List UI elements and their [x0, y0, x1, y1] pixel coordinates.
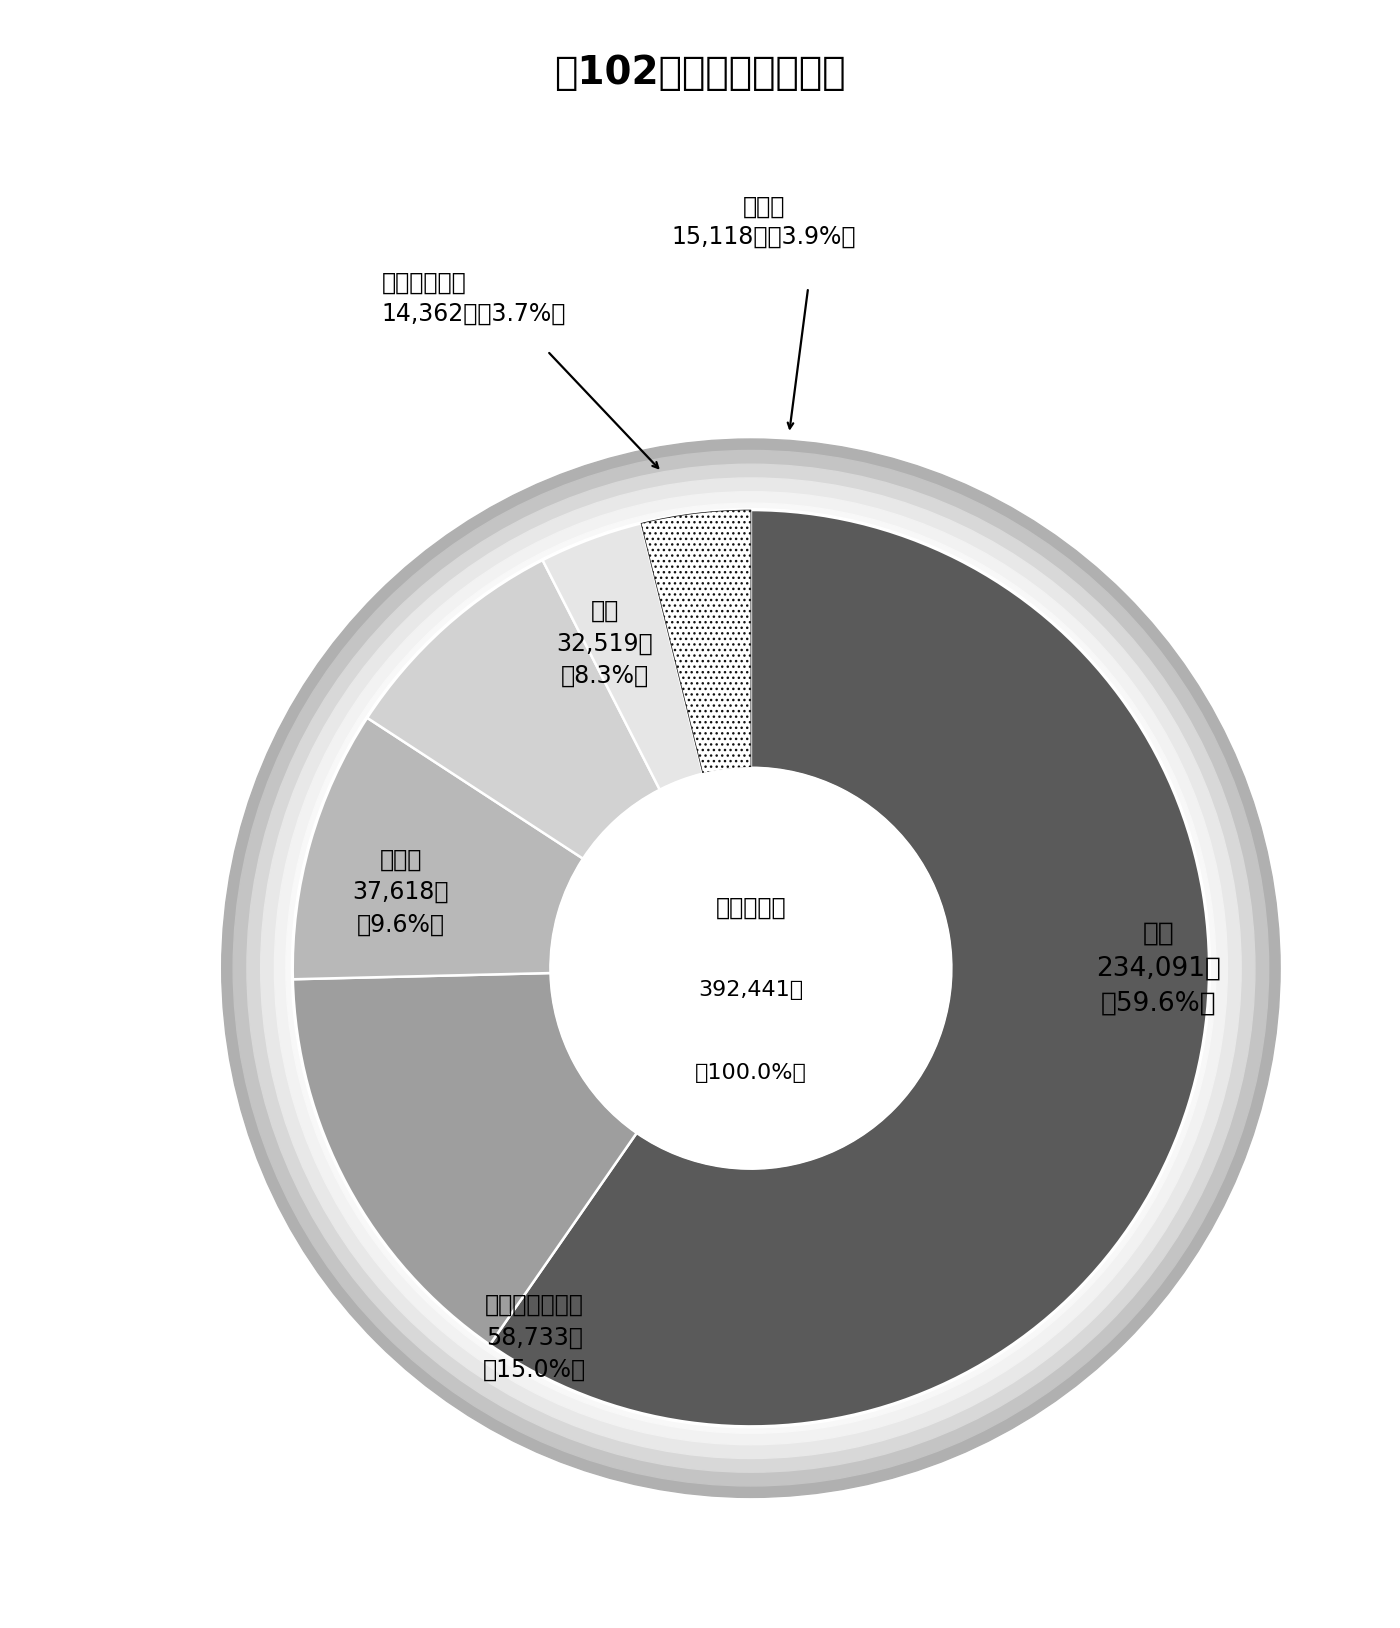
Text: 交通
32,519人
（8.3%）: 交通 32,519人 （8.3%） [556, 599, 652, 689]
Text: 介護サービス
14,362人（3.7%）: 介護サービス 14,362人（3.7%） [382, 270, 566, 326]
Wedge shape [490, 510, 1210, 1426]
Text: 392,441人: 392,441人 [699, 980, 804, 1001]
Wedge shape [543, 523, 703, 790]
Text: 水道（含簡水）
58,733人
（15.0%）: 水道（含簡水） 58,733人 （15.0%） [483, 1293, 587, 1382]
Circle shape [550, 768, 952, 1169]
Text: その他
15,118人（3.9%）: その他 15,118人（3.9%） [672, 194, 855, 249]
Wedge shape [293, 974, 637, 1345]
Circle shape [286, 503, 1217, 1433]
Wedge shape [367, 560, 659, 858]
Text: 職　員　数: 職 員 数 [715, 895, 787, 920]
Circle shape [221, 440, 1280, 1498]
Wedge shape [641, 510, 750, 773]
Text: （100.0%）: （100.0%） [694, 1063, 806, 1083]
Circle shape [291, 508, 1211, 1428]
Circle shape [260, 479, 1242, 1459]
Text: 下水道
37,618人
（9.6%）: 下水道 37,618人 （9.6%） [353, 847, 449, 936]
Circle shape [274, 492, 1228, 1444]
Circle shape [246, 464, 1254, 1472]
Text: 病院
234,091人
（59.6%）: 病院 234,091人 （59.6%） [1096, 920, 1221, 1016]
Wedge shape [293, 718, 582, 980]
Text: 第102図　職員数の状況: 第102図 職員数の状況 [554, 54, 846, 93]
Circle shape [234, 451, 1268, 1486]
